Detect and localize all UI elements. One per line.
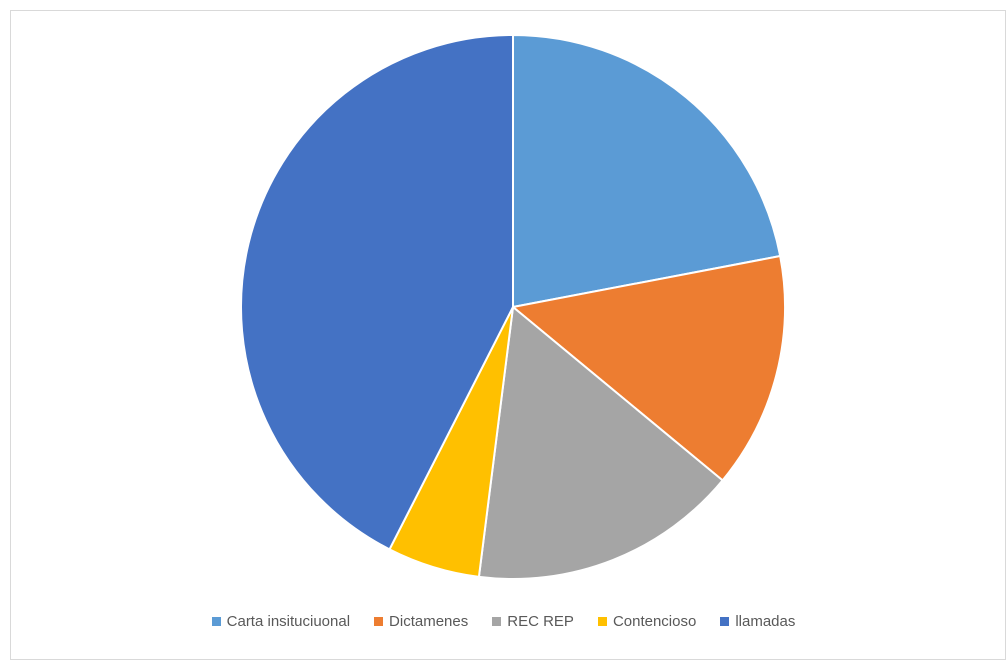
legend-item-carta: Carta insituciuonal	[211, 612, 351, 630]
pie-slice-dictamenes	[510, 254, 786, 482]
pie-slice-rec-rep	[477, 305, 724, 580]
pie-slices	[240, 33, 786, 580]
legend-swatch-contencioso	[597, 616, 607, 626]
legend-swatch-carta	[211, 616, 221, 626]
pie-chart	[240, 33, 786, 580]
legend-item-llamadas: llamadas	[720, 613, 795, 630]
legend-item-rec-rep: REC REP	[492, 613, 574, 630]
pie-slice-llamadas	[240, 33, 514, 551]
legend-label-contencioso: Contencioso	[612, 612, 697, 630]
legend-swatch-llamadas	[720, 616, 730, 626]
pie-slice-carta	[512, 33, 782, 309]
legend-label-rec-rep: REC REP	[507, 612, 574, 630]
legend-item-dictamenes: Dictamenes	[374, 613, 468, 630]
legend-label-carta: Carta insituciuonal	[226, 612, 351, 630]
chart-legend: Carta insituciuonal Dictamenes REC REP C…	[0, 610, 1007, 632]
legend-item-contencioso: Contencioso	[597, 612, 697, 630]
legend-label-dictamenes: Dictamenes	[389, 612, 469, 630]
legend-swatch-rec-rep	[492, 616, 502, 626]
legend-swatch-dictamenes	[374, 616, 384, 626]
legend-label-llamadas: llamadas	[735, 612, 796, 630]
